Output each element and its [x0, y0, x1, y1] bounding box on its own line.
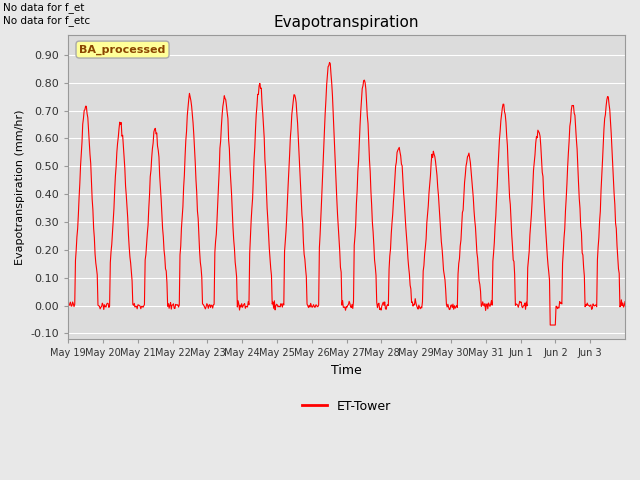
Text: No data for f_et
No data for f_etc: No data for f_et No data for f_etc: [3, 2, 90, 26]
X-axis label: Time: Time: [332, 363, 362, 376]
Y-axis label: Evapotranspiration (mm/hr): Evapotranspiration (mm/hr): [15, 109, 25, 265]
Title: Evapotranspiration: Evapotranspiration: [274, 15, 419, 30]
Legend: ET-Tower: ET-Tower: [297, 395, 396, 418]
Text: BA_processed: BA_processed: [79, 45, 166, 55]
